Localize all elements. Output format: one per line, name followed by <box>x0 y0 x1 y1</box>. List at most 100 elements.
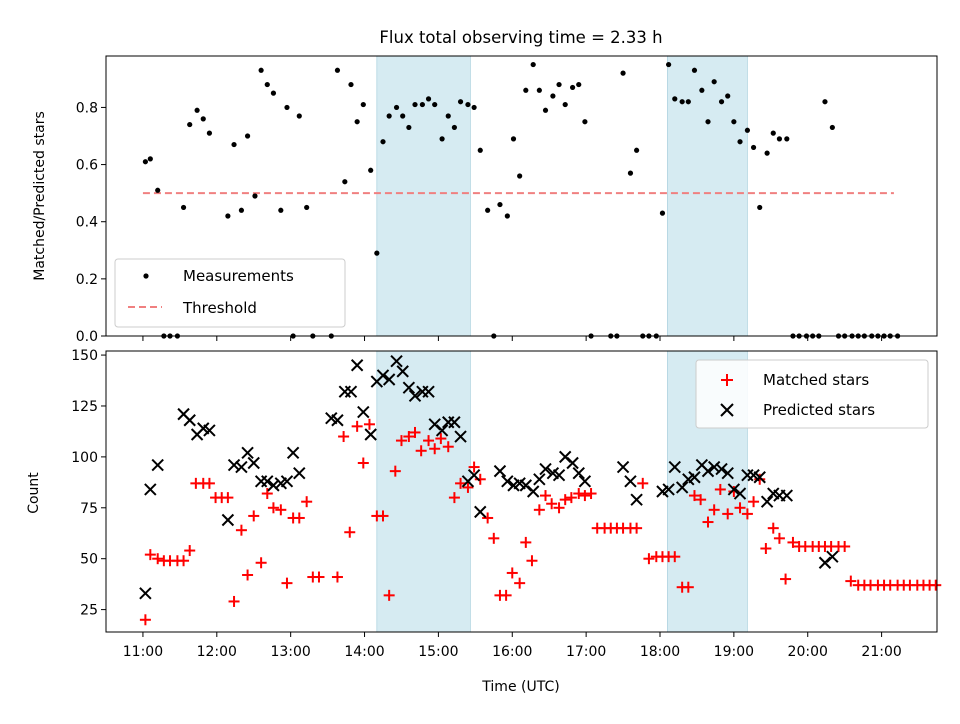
matched-star-point <box>442 441 454 453</box>
y-tick-label: 0.4 <box>76 215 98 231</box>
measurement-point <box>718 99 725 105</box>
predicted-star-point <box>727 483 741 496</box>
bottom-legend-box <box>695 359 929 429</box>
measurement-point <box>542 107 549 113</box>
legend-predicted-marker <box>720 403 734 417</box>
measurement-point <box>822 99 828 105</box>
measurement-point <box>510 136 517 142</box>
predicted-star-point <box>344 385 358 398</box>
matched-star-point <box>403 431 415 443</box>
predicted-star-point <box>364 428 377 441</box>
x-tick-label: 14:00 <box>344 644 384 660</box>
predicted-star-point <box>382 373 396 386</box>
predicted-star-point <box>688 471 701 484</box>
measurement-point <box>142 159 148 165</box>
measurement-point <box>620 70 626 76</box>
measurement-point <box>360 101 366 108</box>
measurement-point <box>155 187 161 193</box>
measurement-point <box>258 67 264 73</box>
matched-star-point <box>409 426 421 438</box>
x-tick-label: 20:00 <box>788 644 828 660</box>
matched-star-point <box>488 532 500 544</box>
matched-star-point <box>695 494 707 506</box>
matched-star-point <box>734 502 746 514</box>
matched-star-point <box>669 551 681 563</box>
measurement-point <box>569 84 576 91</box>
matched-star-point <box>357 457 369 469</box>
measurement-point <box>523 87 529 93</box>
matched-star-point <box>429 443 441 455</box>
measurement-point <box>206 130 213 136</box>
matched-star-point <box>462 481 474 493</box>
predicted-star-point <box>780 489 794 502</box>
measurement-point <box>374 250 380 256</box>
matched-star-point <box>351 420 363 432</box>
predicted-star-point <box>293 466 306 480</box>
matched-star-point <box>839 540 851 552</box>
measurement-point <box>576 81 582 88</box>
shaded-interval-2 <box>667 55 748 337</box>
measurement-point <box>432 101 438 108</box>
matched-star-point <box>261 488 273 500</box>
top-shaded-intervals <box>376 55 748 337</box>
y-tick-label: 100 <box>71 450 98 466</box>
matched-star-point <box>383 589 395 601</box>
measurement-point <box>278 207 284 213</box>
legend-predicted-label: Predicted stars <box>763 401 875 419</box>
measurement-point <box>497 201 503 208</box>
predicted-star-point <box>616 460 630 474</box>
matched-star-point <box>255 557 267 569</box>
matched-star-point <box>455 477 467 489</box>
predicted-star-point <box>501 475 514 488</box>
matched-star-point <box>448 492 460 504</box>
measurement-point <box>556 81 562 88</box>
measurement-point <box>750 144 757 151</box>
bottom-panel: 25 50 75 100 125 150 11:00 12:00 13:00 14:00 15:0… <box>26 348 942 695</box>
chart-title: Flux total observing time = 2.33 h <box>379 28 662 47</box>
matched-star-point <box>637 477 649 489</box>
measurement-point <box>672 96 678 102</box>
predicted-star-point <box>474 505 487 519</box>
shaded-interval-1 <box>376 55 471 337</box>
measurement-point <box>445 113 451 119</box>
matched-star-point <box>338 431 350 443</box>
x-tick-label: 15:00 <box>418 644 458 660</box>
predicted-star-point <box>390 354 403 368</box>
top-x-ticks <box>142 336 883 341</box>
x-tick-label: 21:00 <box>861 644 901 660</box>
predicted-star-point <box>261 475 274 488</box>
predicted-star-point <box>402 381 416 394</box>
top-legend: Measurements Threshold <box>114 258 346 328</box>
predicted-star-point <box>760 495 774 508</box>
measurement-point <box>412 101 418 108</box>
matched-star-point <box>682 581 694 593</box>
matched-star-point <box>203 477 215 489</box>
predicted-star-point <box>183 414 196 427</box>
matched-star-point <box>773 532 785 544</box>
predicted-star-point <box>539 462 552 476</box>
matched-star-point <box>540 490 552 502</box>
matched-star-point <box>760 543 772 555</box>
predicted-star-point <box>331 414 344 427</box>
measurement-point <box>679 99 685 105</box>
matched-stars-points <box>139 418 942 626</box>
predicted-star-point <box>144 483 157 496</box>
matched-star-point <box>702 516 714 528</box>
matched-star-point <box>780 573 792 585</box>
measurement-point <box>419 101 425 108</box>
matched-star-point <box>643 553 655 565</box>
predicted-star-point <box>533 473 546 486</box>
bottom-plot-frame <box>105 350 938 633</box>
predicted-star-point <box>247 456 260 470</box>
matched-star-point <box>389 465 401 477</box>
matched-star-point <box>178 555 190 567</box>
y-tick-label: 150 <box>71 348 98 364</box>
top-y-ticks: 0.0 0.2 0.4 0.6 0.8 <box>76 100 106 345</box>
measurement-point <box>536 87 542 93</box>
measurement-point <box>304 204 310 211</box>
matched-star-point <box>585 488 597 500</box>
top-plot-frame <box>105 55 938 337</box>
measurement-point <box>731 119 737 125</box>
x-tick-label: 11:00 <box>123 644 163 660</box>
